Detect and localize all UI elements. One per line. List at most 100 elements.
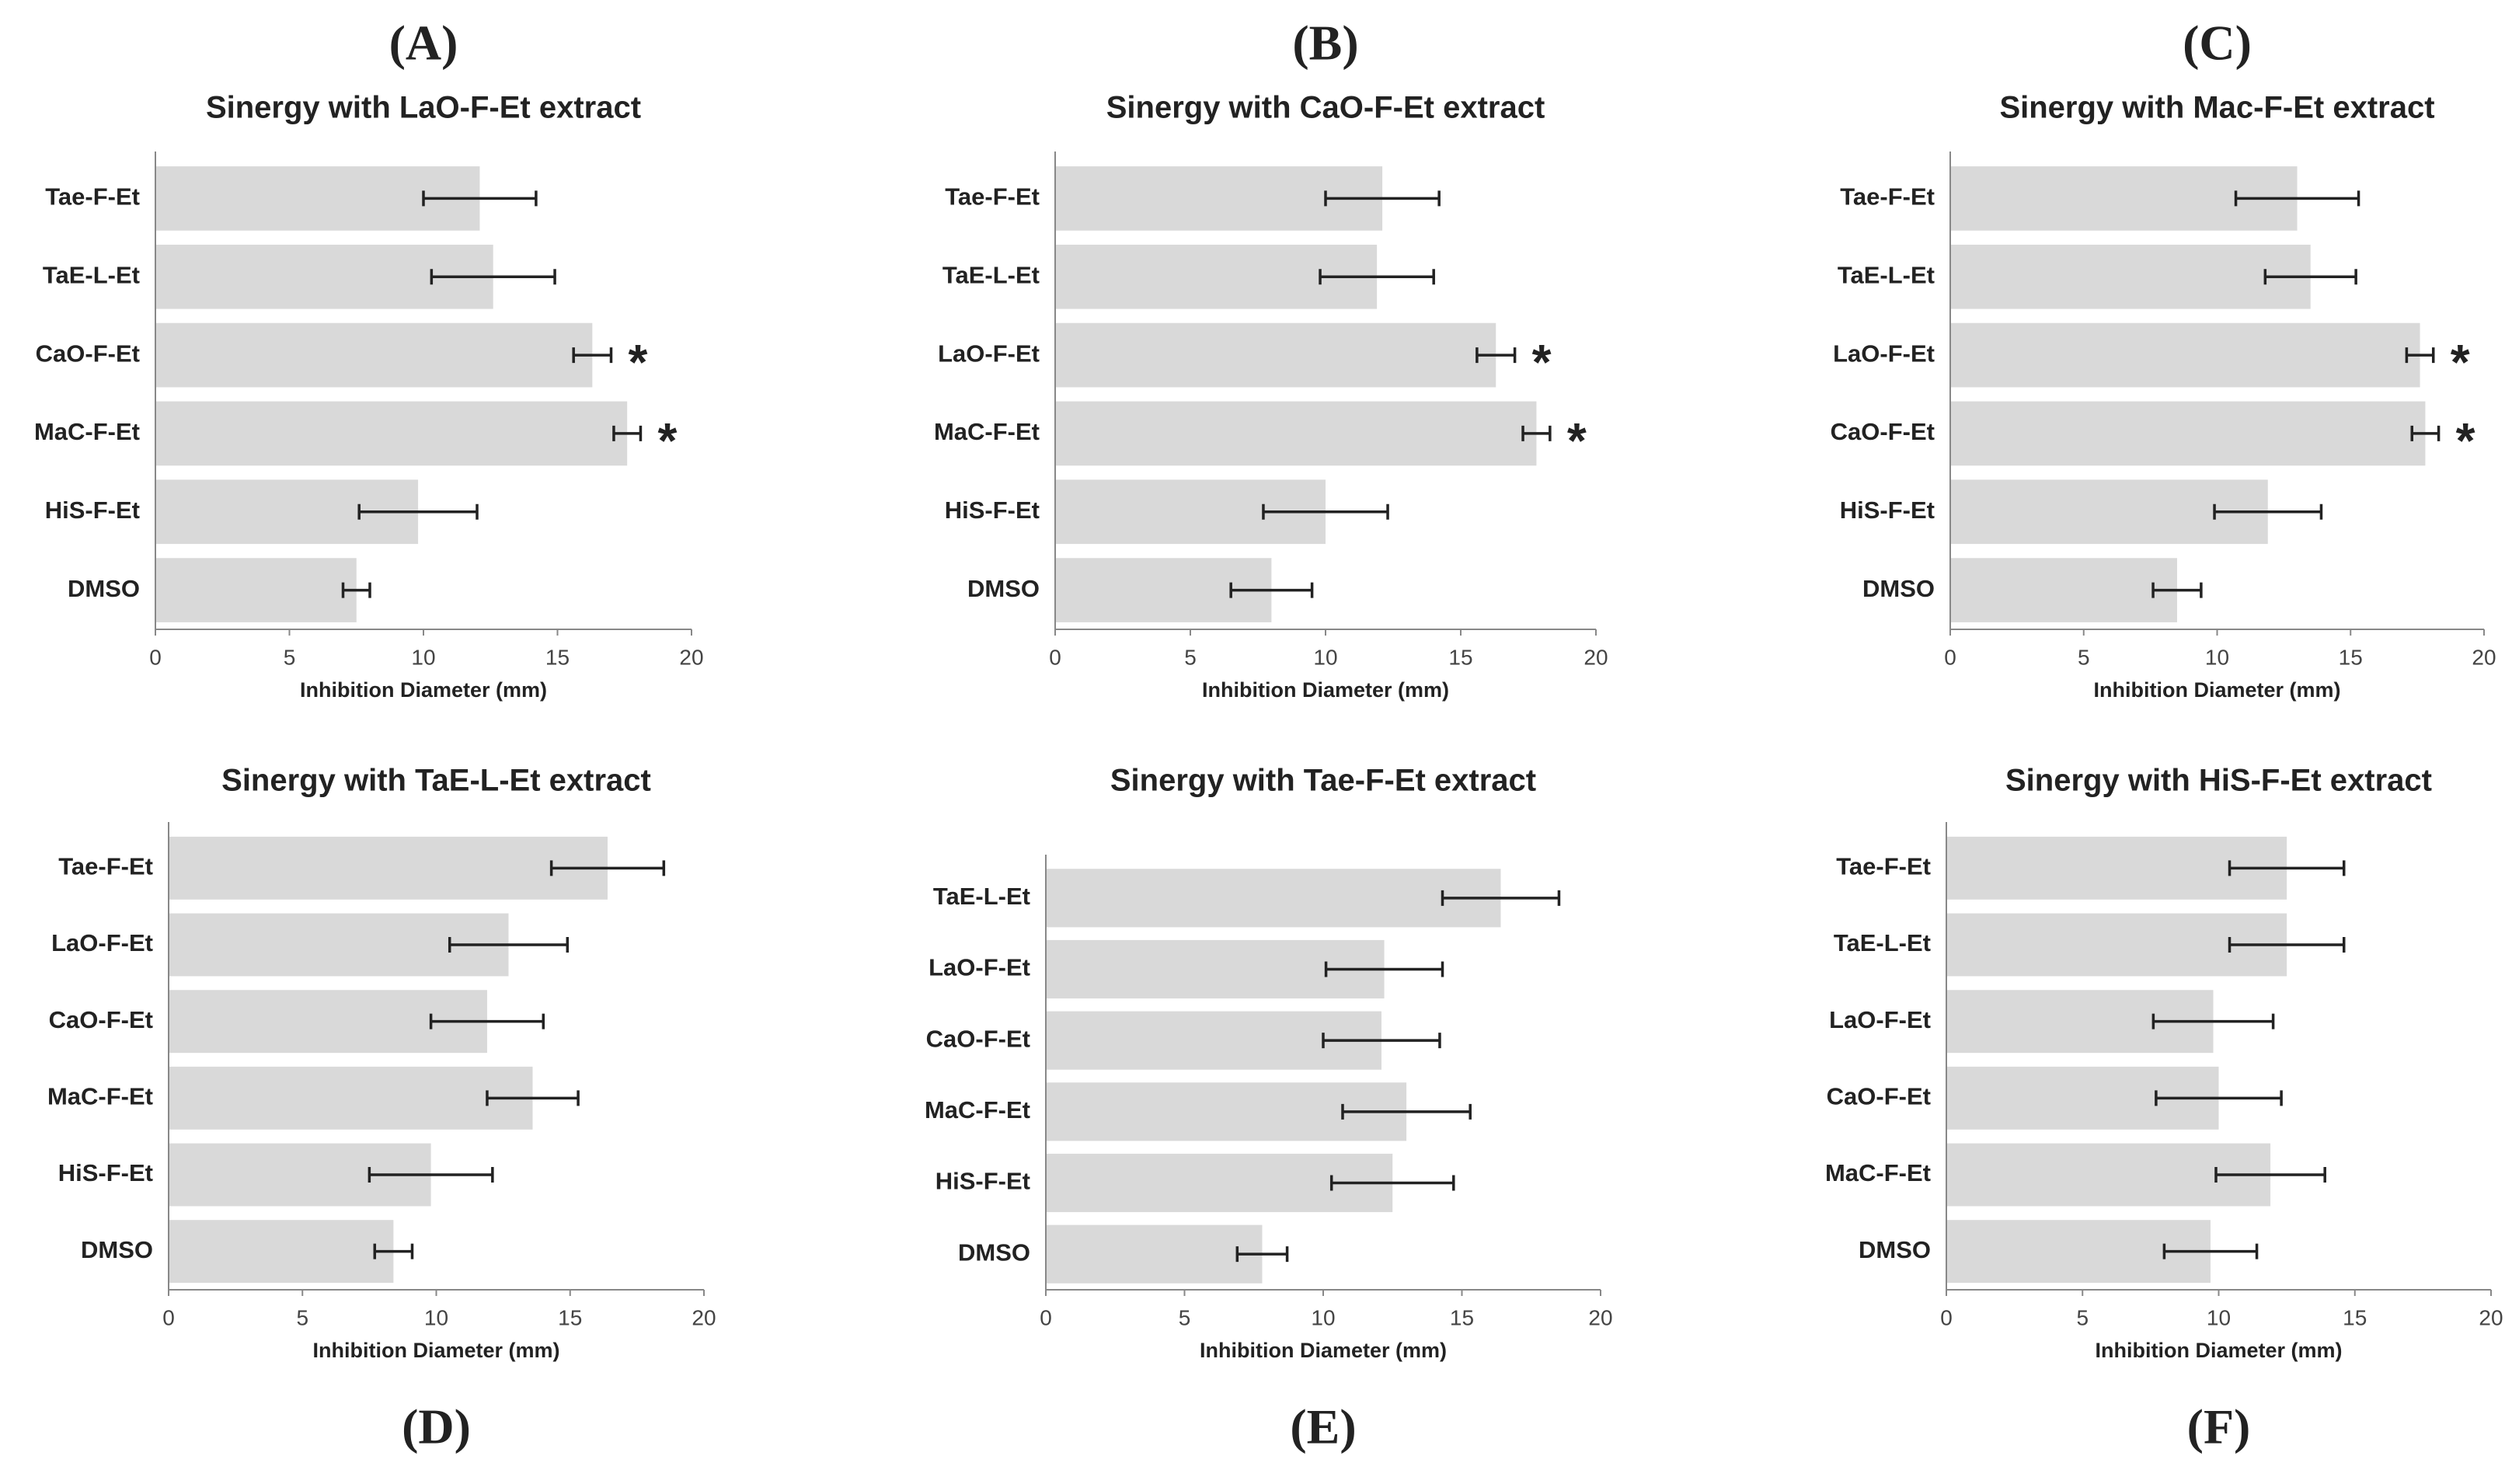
bar [1055, 322, 1496, 388]
x-tick-label: 15 [2343, 1305, 2367, 1329]
y-tick-label: Tae-F-Et [58, 853, 153, 880]
significance-mark: * [2451, 334, 2470, 390]
x-tick-label: 10 [2205, 645, 2229, 669]
y-tick-label: TaE-L-Et [933, 883, 1030, 910]
axis-line [1054, 152, 1596, 630]
significance-mark: * [1567, 413, 1587, 469]
chart-title: Sinergy with LaO-F-Et extract [206, 91, 641, 125]
panel-label: (F) [2187, 1399, 2251, 1454]
axis-line [1946, 822, 2491, 1291]
error-bar [1229, 582, 1314, 598]
error-bar [2155, 1090, 2283, 1106]
y-tick-label: TaE-L-Et [1838, 261, 1935, 288]
x-tick-label: 10 [1311, 1305, 1335, 1329]
y-tick-label: MaC-F-Et [1825, 1159, 1931, 1186]
bar [1950, 401, 2426, 466]
y-tick-label: MaC-F-Et [34, 418, 140, 445]
y-tick-label: MaC-F-Et [934, 418, 1040, 445]
error-bar [1324, 190, 1441, 207]
x-tick-label: 20 [1588, 1305, 1612, 1329]
x-tick-label: 20 [692, 1305, 716, 1329]
error-bar [572, 347, 613, 364]
x-tick-label: 10 [1313, 645, 1337, 669]
y-tick-label: CaO-F-Et [926, 1025, 1030, 1052]
x-tick-label: 15 [1448, 645, 1472, 669]
bar [1950, 558, 2177, 622]
x-tick-label: 0 [162, 1305, 175, 1329]
bar [1950, 244, 2311, 309]
error-bar [2214, 1167, 2326, 1183]
error-bar [612, 425, 643, 441]
chart-title: Sinergy with Tae-F-Et extract [1110, 764, 1536, 798]
x-tick-label: 20 [1584, 645, 1608, 669]
bar [1046, 869, 1501, 928]
y-tick-label: CaO-F-Et [1831, 418, 1935, 445]
error-bar [357, 503, 479, 520]
chart-title: Sinergy with CaO-F-Et extract [1106, 91, 1545, 125]
error-bar [373, 1243, 414, 1259]
y-tick-label: CaO-F-Et [1827, 1083, 1931, 1110]
error-bar [2228, 860, 2346, 876]
x-tick-label: 10 [2207, 1305, 2231, 1329]
x-tick-label: 0 [1944, 645, 1956, 669]
axis-line [1045, 855, 1601, 1291]
bar [155, 322, 593, 388]
error-bar [2213, 503, 2323, 520]
bar [155, 558, 357, 622]
x-tick-label: 5 [2076, 1305, 2089, 1329]
x-tick-label: 0 [1049, 645, 1061, 669]
significance-mark: * [1532, 334, 1552, 390]
panel-label: (C) [2183, 16, 2252, 71]
y-tick-label: HiS-F-Et [1840, 496, 1935, 524]
y-tick-label: LaO-F-Et [1833, 340, 1935, 367]
chart-title: Sinergy with HiS-F-Et extract [2005, 764, 2432, 798]
x-axis-label: Inhibition Diameter (mm) [312, 1339, 559, 1362]
error-bar [1319, 269, 1435, 285]
axis-line [1949, 152, 2484, 630]
y-tick-label: MaC-F-Et [925, 1096, 1030, 1123]
y-tick-label: DMSO [81, 1236, 153, 1263]
error-bar [429, 1013, 545, 1029]
x-tick-label: 10 [424, 1305, 448, 1329]
error-bar [2405, 347, 2435, 364]
y-tick-label: MaC-F-Et [47, 1083, 153, 1110]
error-bar [430, 269, 556, 285]
x-tick-label: 0 [149, 645, 162, 669]
chart-title: Sinergy with TaE-L-Et extract [221, 764, 651, 798]
error-bar [1329, 1175, 1455, 1191]
x-tick-label: 10 [411, 645, 435, 669]
error-bar [1441, 890, 1561, 906]
error-bar [2151, 582, 2203, 598]
error-bar [2151, 1013, 2275, 1029]
significance-mark: * [657, 413, 677, 469]
x-tick-label: 5 [296, 1305, 308, 1329]
panel-label: (D) [402, 1399, 471, 1454]
y-tick-label: DMSO [68, 575, 140, 602]
error-bar [1324, 961, 1444, 977]
axis-line [168, 822, 704, 1291]
x-tick-label: 5 [1184, 645, 1197, 669]
y-tick-label: HiS-F-Et [58, 1159, 153, 1186]
x-tick-label: 20 [2479, 1305, 2503, 1329]
bar [1950, 322, 2420, 388]
x-axis-label: Inhibition Diameter (mm) [2095, 1339, 2342, 1362]
axis-line [155, 152, 692, 630]
bar [169, 836, 608, 900]
error-bar [486, 1090, 580, 1106]
y-tick-label: HiS-F-Et [935, 1168, 1030, 1195]
x-tick-label: 0 [1940, 1305, 1953, 1329]
y-tick-label: DMSO [967, 575, 1040, 602]
y-tick-label: HiS-F-Et [945, 496, 1040, 524]
y-tick-label: DMSO [1859, 1236, 1931, 1263]
y-tick-label: LaO-F-Et [1829, 1006, 1931, 1033]
bar [1055, 401, 1537, 466]
error-bar [1521, 425, 1552, 441]
y-tick-label: Tae-F-Et [1836, 853, 1931, 880]
error-bar [2228, 937, 2346, 953]
y-tick-label: CaO-F-Et [49, 1006, 153, 1033]
y-tick-label: HiS-F-Et [45, 496, 140, 524]
significance-mark: * [2456, 413, 2475, 469]
bar [169, 1066, 533, 1130]
error-bar [1475, 347, 1517, 364]
